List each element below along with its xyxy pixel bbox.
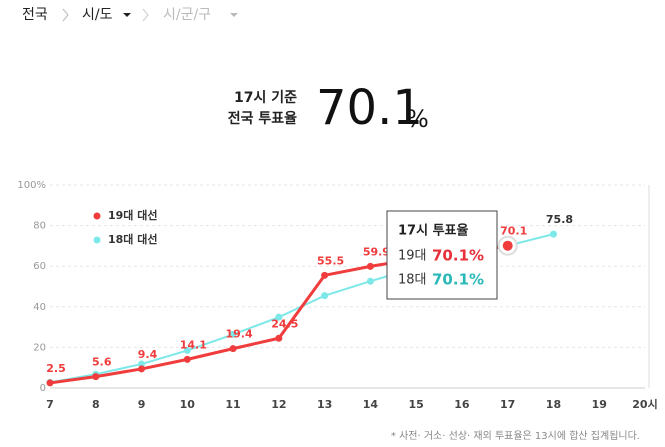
data-label: 2.5 [46, 362, 66, 375]
point [138, 360, 146, 368]
legend-marker [93, 236, 101, 244]
y-tick-label: 40 [33, 302, 46, 313]
breadcrumb-item[interactable]: 전국 [22, 7, 48, 23]
y-tick-label: 0 [40, 383, 46, 394]
y-tick-label: 100% [17, 180, 46, 191]
summary-unit: % [406, 105, 429, 133]
point [92, 373, 100, 381]
data-label: 55.5 [317, 254, 344, 267]
point [275, 334, 283, 342]
legend-marker [93, 212, 101, 220]
x-tick-label: 20시 [632, 398, 657, 411]
tooltip-title: 17시 투표율 [398, 223, 468, 239]
data-label: 19.4 [226, 328, 253, 341]
x-tick-label: 15 [408, 398, 423, 411]
tooltip-box [386, 210, 498, 300]
chevron [142, 8, 149, 22]
tooltip-value: 70.1% [432, 247, 484, 265]
x-tick-label: 16 [454, 398, 470, 411]
chevron [62, 8, 69, 22]
data-label: 9.4 [138, 348, 158, 361]
footnote: * 사전· 거소· 선상· 재외 투표율은 13시에 합산 집계됩니다. [391, 429, 640, 442]
y-tick-label: 20 [33, 342, 46, 353]
point [366, 277, 374, 285]
data-label: 5.6 [92, 356, 112, 369]
legend-label: 18대 대선 [108, 232, 158, 246]
summary-line: 전국 투표율 [228, 110, 297, 127]
point [183, 346, 191, 354]
legend-label: 19대 대선 [108, 208, 158, 222]
tooltip-label: 18대 [398, 273, 427, 288]
point [321, 271, 329, 279]
x-tick-label: 8 [92, 398, 100, 411]
point [502, 240, 513, 251]
dropdown-arrow [123, 13, 131, 17]
point [46, 379, 54, 387]
y-tick-label: 60 [33, 261, 46, 272]
data-label: 70.1 [500, 225, 527, 238]
breadcrumb-item[interactable]: 시/군/구 [163, 7, 211, 23]
x-tick-label: 11 [225, 398, 240, 411]
summary-line: 17시 기준 [234, 90, 297, 106]
x-tick-label: 10 [180, 398, 196, 411]
data-label: 75.8 [546, 213, 573, 226]
breadcrumb-item[interactable]: 시/도 [82, 7, 113, 23]
x-tick-label: 13 [317, 398, 332, 411]
point [229, 330, 237, 338]
point [275, 313, 283, 321]
point [549, 230, 557, 238]
point [366, 262, 374, 270]
x-tick-label: 12 [271, 398, 286, 411]
point [229, 345, 237, 353]
tooltip-label: 19대 [398, 249, 427, 264]
data-label: 59.9 [363, 245, 390, 258]
x-tick-label: 7 [46, 398, 54, 411]
point [183, 355, 191, 363]
x-tick-label: 19 [592, 398, 607, 411]
tooltip-value: 70.1% [432, 271, 484, 289]
x-tick-label: 18 [546, 398, 561, 411]
x-tick-label: 14 [363, 398, 379, 411]
tooltip: 17시 투표율 19대 70.1% 18대 70.1% [386, 210, 498, 300]
point [321, 292, 329, 300]
y-tick-label: 80 [33, 221, 46, 232]
data-label: 14.1 [180, 338, 207, 351]
point [138, 365, 146, 373]
dropdown-arrow [230, 13, 238, 17]
x-tick-label: 9 [138, 398, 146, 411]
data-label: 24.5 [271, 317, 298, 330]
summary-value: 70.1 [316, 80, 423, 136]
x-tick-label: 17 [500, 398, 515, 411]
